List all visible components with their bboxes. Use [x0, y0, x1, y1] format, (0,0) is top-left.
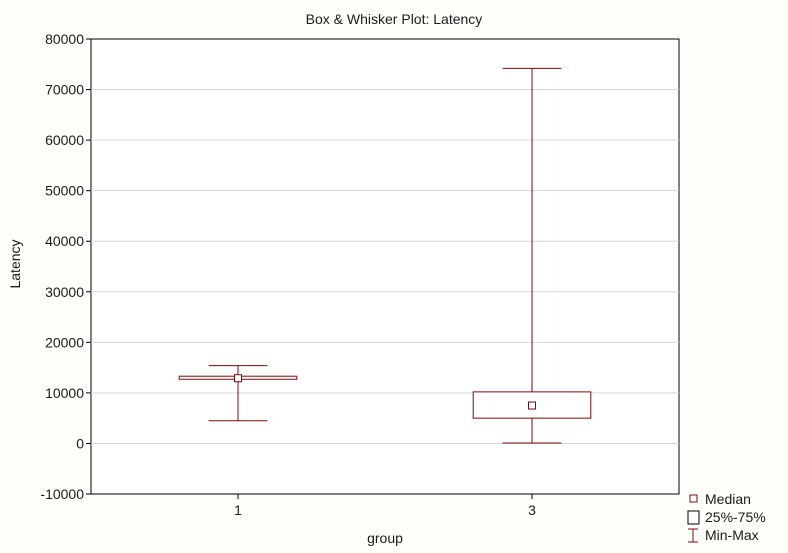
- y-axis-label: Latency: [7, 239, 23, 288]
- y-tick-label-60000: 60000: [45, 132, 84, 148]
- median-marker-1: [234, 374, 242, 383]
- legend-box-swatch: [687, 510, 700, 525]
- x-tick-label-1: 1: [234, 502, 242, 518]
- y-tick-label-20000: 20000: [45, 334, 84, 350]
- legend-median-swatch: [689, 494, 698, 503]
- y-tick-label-80000: 80000: [45, 31, 84, 47]
- y-tick-label-50000: 50000: [45, 183, 84, 199]
- legend-minmax-swatch: [688, 528, 698, 543]
- legend: Median 25%-75% Min-Max: [687, 491, 766, 543]
- box-group-1: [178, 365, 298, 422]
- legend-median-label: Median: [705, 491, 751, 507]
- median-marker-3: [528, 401, 536, 410]
- y-tick-label-0: 0: [76, 435, 84, 451]
- gridlines: [91, 89, 679, 444]
- box-group-3: [472, 67, 592, 444]
- y-tick-label-10000: 10000: [45, 385, 84, 401]
- legend-box-label: 25%-75%: [705, 509, 766, 525]
- y-tick-label-30000: 30000: [45, 284, 84, 300]
- y-tick-label-70000: 70000: [45, 82, 84, 98]
- plot-area: [90, 38, 680, 495]
- chart-title: Box & Whisker Plot: Latency: [306, 11, 483, 27]
- y-axis-ticks: -10000 0 10000 20000 30000 40000 50000 60000 700…: [40, 31, 91, 502]
- boxes: [178, 67, 592, 444]
- legend-minmax-label: Min-Max: [705, 527, 759, 543]
- y-tick-label--10000: -10000: [40, 486, 84, 502]
- x-axis-label: group: [367, 530, 403, 546]
- y-tick-label-40000: 40000: [45, 233, 84, 249]
- x-tick-label-3: 3: [528, 502, 536, 518]
